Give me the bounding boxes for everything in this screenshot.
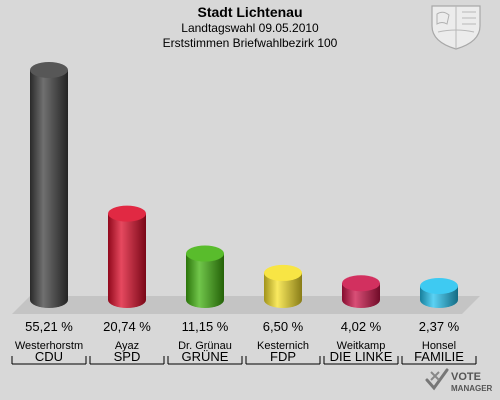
bar-top-cdu (30, 62, 68, 78)
bars-group (30, 62, 458, 308)
value-label: 20,74 % (103, 319, 151, 334)
bar-spd (108, 213, 146, 308)
chart-title: Stadt Lichtenau (197, 4, 303, 20)
candidate-label: Dr. Grünau (178, 340, 232, 352)
logo-text-manager: MANAGER (451, 384, 493, 393)
logo-text-vote: VOTE (451, 371, 481, 383)
category-label: CDU (35, 349, 63, 364)
coat-of-arms-icon (431, 5, 481, 50)
chart-floor (12, 296, 480, 314)
candidate-label: Kesternich (257, 340, 309, 352)
chart-subtitle-2: Erststimmen Briefwahlbezirk 100 (162, 36, 338, 50)
bar-top-familie (420, 278, 458, 294)
chart-header: Stadt Lichtenau Landtagswahl 09.05.2010 … (0, 4, 500, 51)
bar-top-die-linke (342, 275, 380, 292)
value-label: 2,37 % (419, 319, 460, 334)
candidate-label: Ayaz (115, 340, 139, 352)
bar-top-fdp (264, 264, 302, 281)
category-label: FAMILIE (414, 349, 464, 364)
category-label: GRÜNE (182, 349, 229, 364)
bar-top-spd (108, 205, 146, 222)
candidate-label: Westerhorstm (15, 340, 83, 352)
category-label: SPD (114, 349, 141, 364)
value-label: 11,15 % (182, 319, 229, 334)
bar-top-grüne (186, 245, 224, 262)
value-label: 4,02 % (341, 319, 382, 334)
bar-cdu (30, 70, 68, 308)
vote-check-icon (425, 368, 449, 391)
chart-subtitle: Landtagswahl 09.05.2010 (181, 21, 319, 35)
value-label: 6,50 % (263, 319, 304, 334)
candidate-label: Weitkamp (337, 340, 386, 352)
vote-manager-logo: VOTE MANAGER (425, 368, 493, 393)
candidate-label: Honsel (422, 340, 456, 352)
bar-fdp (264, 272, 302, 308)
value-label: 55,21 % (25, 319, 73, 334)
category-label: FDP (270, 349, 296, 364)
bar-grüne (186, 253, 224, 308)
category-label: DIE LINKE (330, 349, 393, 364)
